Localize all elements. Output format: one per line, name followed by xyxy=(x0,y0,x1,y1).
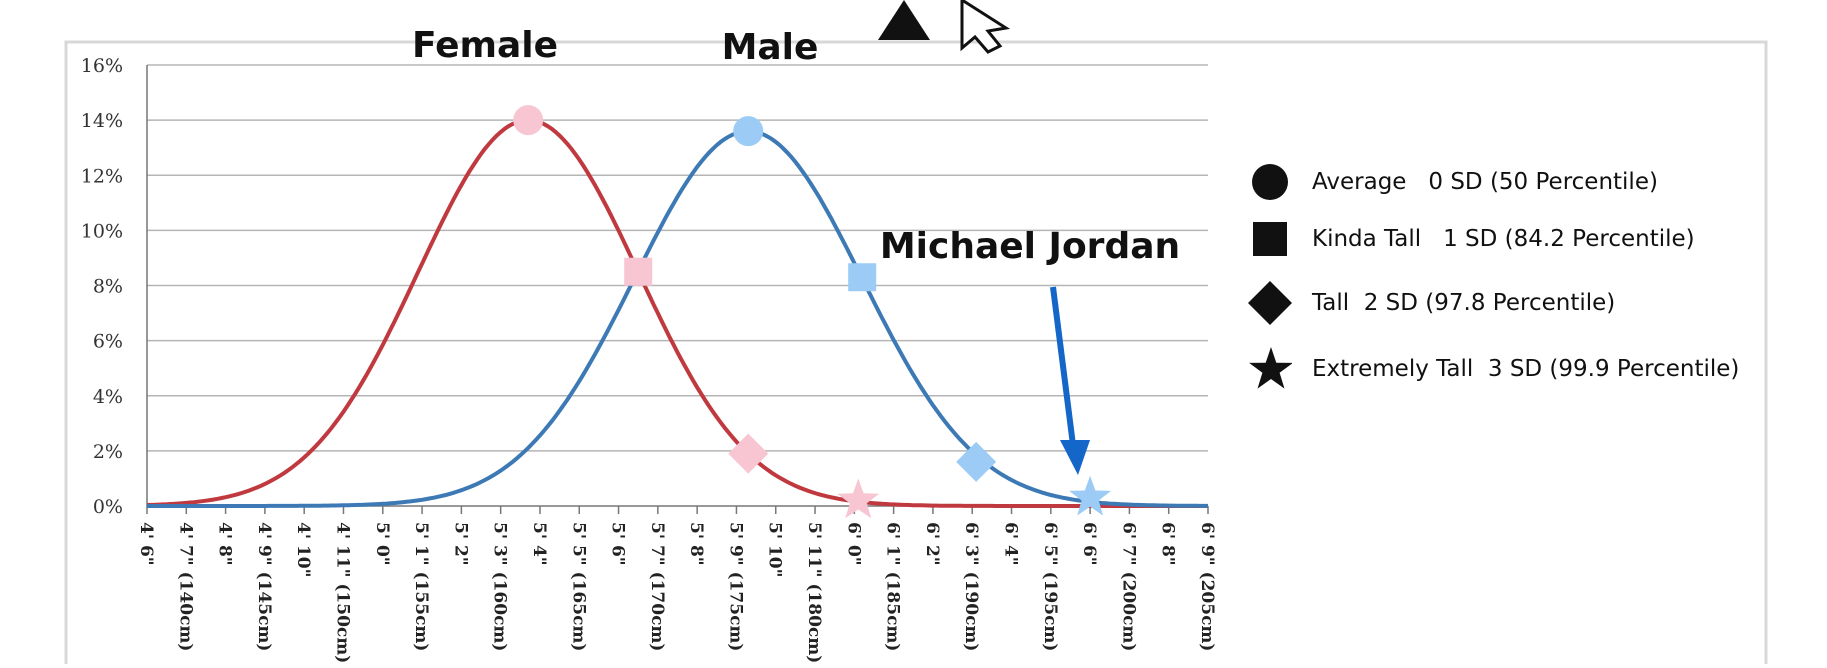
y-tick-label: 0% xyxy=(93,496,123,518)
x-tick-label: 6' 5" (195cm) xyxy=(1040,522,1060,651)
curve-male xyxy=(147,129,1208,508)
x-axis-ticks: 4' 6" 4' 7" (140cm) 4' 8" 4' 9" (145cm) 4' 1… xyxy=(136,506,1217,663)
marker-female-star xyxy=(837,478,880,519)
square-icon xyxy=(1248,219,1292,259)
x-tick-label: 6' 0" xyxy=(843,522,863,566)
x-tick-label: 5' 11" (180cm) xyxy=(804,522,824,663)
x-tick-label: 5' 10" xyxy=(765,522,785,577)
legend-item-average: Average 0 SD (50 Percentile) xyxy=(1248,162,1658,202)
curve-female xyxy=(146,118,1208,508)
gridlines xyxy=(146,64,1208,507)
legend-label: Extremely Tall 3 SD (99.9 Percentile) xyxy=(1312,356,1740,382)
annotation-michael-jordan: Michael Jordan xyxy=(880,226,1180,267)
cursor-icon xyxy=(878,0,1011,54)
y-tick-label: 8% xyxy=(93,276,123,298)
y-tick-label: 6% xyxy=(93,331,123,353)
y-tick-label: 10% xyxy=(81,220,123,242)
x-tick-label: 5' 2" xyxy=(450,522,470,566)
y-tick-label: 4% xyxy=(93,386,123,408)
marker-male-star xyxy=(1069,475,1111,516)
x-tick-label: 4' 9" (145cm) xyxy=(254,522,274,651)
y-tick-label: 14% xyxy=(81,110,123,132)
annotation-arrow xyxy=(1050,286,1090,475)
y-tick-label: 2% xyxy=(93,441,123,463)
marker-female-circle xyxy=(513,105,544,136)
curves xyxy=(146,118,1208,508)
legend-item-extremely-tall: Extremely Tall 3 SD (99.9 Percentile) xyxy=(1248,347,1740,389)
legend-item-tall: Tall 2 SD (97.8 Percentile) xyxy=(1248,281,1616,325)
x-tick-label: 4' 11" (150cm) xyxy=(332,522,352,663)
x-tick-label: 6' 3" (190cm) xyxy=(961,522,981,651)
circle-icon xyxy=(1248,162,1292,202)
legend-item-kinda-tall: Kinda Tall 1 SD (84.2 Percentile) xyxy=(1248,219,1695,259)
legend-label: Kinda Tall 1 SD (84.2 Percentile) xyxy=(1312,226,1695,252)
marker-male-circle xyxy=(733,116,764,147)
x-tick-label: 6' 7" (200cm) xyxy=(1118,522,1138,651)
x-tick-label: 6' 6" xyxy=(1079,522,1099,566)
marker-female-diamond xyxy=(728,433,769,474)
chart-frame xyxy=(64,40,1768,668)
x-tick-label: 5' 6" xyxy=(608,522,628,566)
x-tick-label: 6' 9" (205cm) xyxy=(1197,522,1217,651)
x-tick-label: 5' 9" (175cm) xyxy=(725,522,745,651)
legend-label: Average 0 SD (50 Percentile) xyxy=(1312,169,1658,195)
y-tick-label: 16% xyxy=(81,55,123,77)
x-tick-label: 5' 7" (170cm) xyxy=(647,522,667,651)
x-tick-label: 4' 10" xyxy=(293,522,313,577)
x-tick-label: 5' 8" xyxy=(686,522,706,566)
x-tick-label: 5' 0" xyxy=(372,522,392,566)
x-tick-label: 6' 1" (185cm) xyxy=(883,522,903,651)
x-tick-label: 4' 8" xyxy=(215,522,235,566)
series-label-female: Female xyxy=(412,25,558,66)
marker-male-square xyxy=(848,263,877,292)
series-label-male: Male xyxy=(722,27,819,68)
x-tick-label: 4' 7" (140cm) xyxy=(175,522,195,651)
marker-female-square xyxy=(624,257,653,286)
y-axis-ticks: 0% 2% 4% 6% 8% 10% 12% 14% 16% xyxy=(81,55,123,518)
marker-male-diamond xyxy=(956,441,997,482)
x-tick-label: 5' 4" xyxy=(529,522,549,566)
x-tick-label: 5' 5" (165cm) xyxy=(568,522,588,651)
y-tick-label: 12% xyxy=(81,165,123,187)
x-tick-label: 5' 1" (155cm) xyxy=(411,522,431,651)
markers xyxy=(513,105,1111,519)
diamond-icon xyxy=(1248,281,1292,325)
x-tick-label: 4' 6" xyxy=(136,522,156,566)
star-icon xyxy=(1248,347,1292,389)
x-tick-label: 6' 4" xyxy=(1001,522,1021,566)
legend-label: Tall 2 SD (97.8 Percentile) xyxy=(1312,290,1616,316)
x-tick-label: 6' 8" xyxy=(1158,522,1178,566)
x-tick-label: 6' 2" xyxy=(922,522,942,566)
x-tick-label: 5' 3" (160cm) xyxy=(490,522,510,651)
